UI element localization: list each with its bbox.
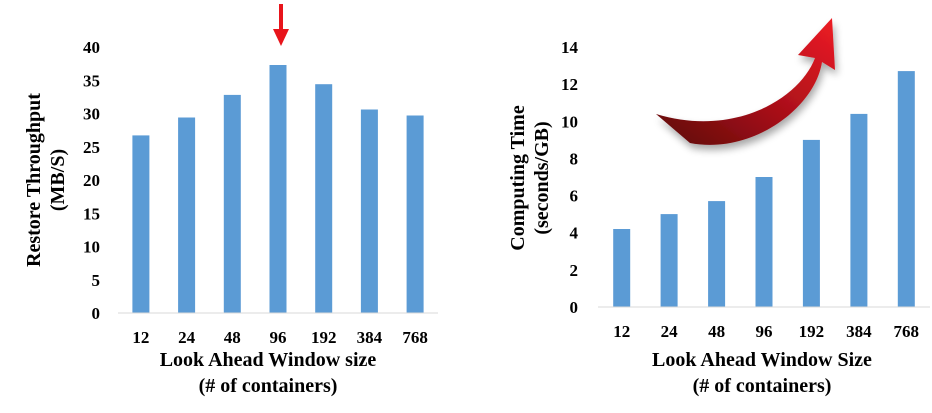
y-axis-label: Restore Throughput — [23, 93, 45, 267]
x-tick-label: 192 — [799, 322, 825, 341]
bar-24 — [178, 117, 196, 313]
y-tick-label: 40 — [83, 38, 100, 57]
bar-48 — [708, 201, 726, 307]
x-tick-label: 24 — [661, 322, 679, 341]
y-tick-label: 5 — [92, 271, 101, 290]
y-axis-label-units: (seconds/GB) — [531, 121, 553, 234]
x-tick-label: 192 — [311, 328, 337, 347]
red-down-arrow-icon — [273, 4, 289, 46]
bar-384 — [850, 113, 868, 308]
x-axis-label: Look Ahead Window size — [160, 349, 377, 371]
x-tick-label: 24 — [178, 328, 196, 347]
x-tick-label: 768 — [402, 328, 428, 347]
bar-48 — [223, 94, 241, 314]
x-tick-label: 12 — [132, 328, 149, 347]
y-tick-label: 2 — [570, 261, 579, 280]
bar-768 — [897, 71, 915, 307]
bar-24 — [660, 214, 678, 307]
y-tick-label: 10 — [83, 238, 100, 257]
y-tick-label: 8 — [570, 149, 579, 168]
x-axis-label-units: (# of containers) — [199, 375, 338, 397]
y-tick-label: 30 — [83, 105, 100, 124]
y-tick-label: 10 — [561, 112, 578, 131]
x-axis-label-units: (# of containers) — [693, 375, 832, 397]
bar-192 — [802, 139, 820, 307]
y-axis-label: Computing Time — [507, 105, 529, 251]
y-tick-label: 20 — [83, 171, 100, 190]
bar-192 — [315, 84, 333, 313]
y-tick-label: 0 — [92, 304, 101, 323]
y-tick-label: 0 — [570, 298, 579, 317]
x-tick-label: 384 — [357, 328, 383, 347]
x-tick-label: 96 — [756, 322, 773, 341]
x-tick-label: 48 — [224, 328, 241, 347]
red-curved-arrow-icon — [656, 18, 835, 145]
bar-384 — [360, 109, 378, 313]
y-axis-label-units: (MB/S) — [47, 149, 69, 211]
bar-768 — [406, 115, 424, 313]
bar-12 — [613, 229, 631, 307]
x-tick-label: 768 — [894, 322, 920, 341]
y-tick-label: 6 — [570, 187, 579, 206]
x-tick-label: 48 — [708, 322, 725, 341]
x-tick-label: 96 — [270, 328, 287, 347]
bar-96 — [269, 65, 287, 313]
x-tick-label: 384 — [846, 322, 872, 341]
x-axis-label: Look Ahead Window Size — [652, 349, 872, 371]
y-tick-label: 15 — [83, 204, 100, 223]
bar-12 — [132, 135, 150, 313]
chart-restore-throughput: 0 5 10 15 20 25 30 35 40 12 24 48 96 192 384 768 Look … — [23, 4, 438, 397]
y-tick-label: 14 — [561, 38, 579, 57]
y-tick-label: 4 — [570, 224, 579, 243]
x-tick-label: 12 — [613, 322, 630, 341]
y-tick-label: 35 — [83, 71, 100, 90]
y-tick-label: 25 — [83, 138, 100, 157]
bar-96 — [755, 177, 773, 307]
y-tick-label: 12 — [561, 75, 578, 94]
